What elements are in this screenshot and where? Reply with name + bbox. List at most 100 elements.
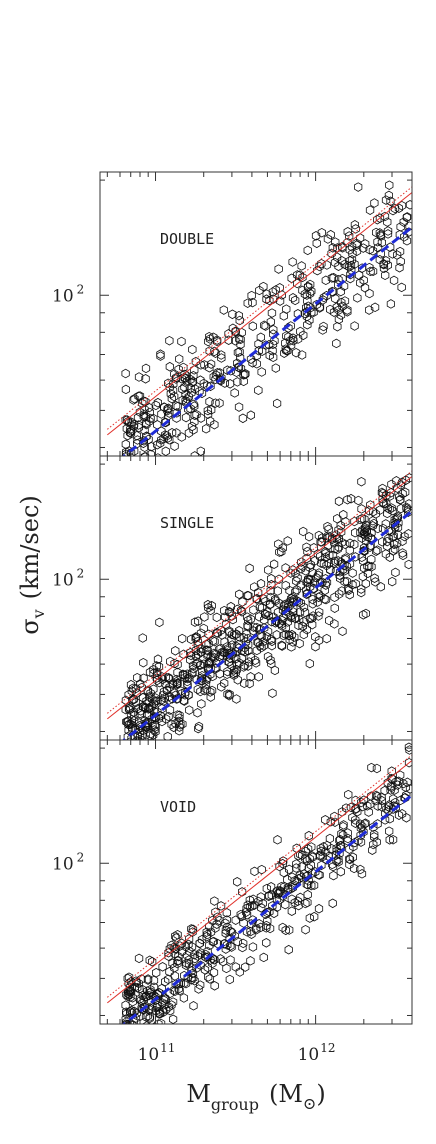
data-point — [274, 264, 283, 274]
data-point — [220, 678, 229, 688]
data-point — [354, 182, 363, 192]
data-point — [169, 722, 178, 733]
data-point — [123, 415, 132, 425]
data-point — [254, 612, 264, 622]
data-point — [231, 326, 240, 336]
data-point — [236, 605, 246, 616]
data-point — [221, 918, 230, 928]
data-point — [232, 694, 241, 704]
data-point — [367, 762, 376, 773]
data-point — [189, 663, 198, 674]
data-point — [355, 233, 365, 243]
data-point — [185, 672, 194, 683]
data-point — [350, 220, 360, 230]
data-point — [133, 731, 143, 740]
data-point — [379, 259, 388, 269]
data-point — [237, 607, 247, 617]
data-point — [203, 599, 213, 610]
data-point — [234, 625, 244, 636]
reference-lines — [107, 470, 412, 740]
data-point — [189, 425, 198, 435]
data-point — [273, 889, 283, 899]
data-point — [226, 601, 236, 612]
data-point — [202, 639, 211, 650]
data-point — [149, 664, 158, 675]
data-point — [239, 938, 248, 949]
data-point — [305, 279, 315, 290]
data-point — [220, 378, 230, 388]
data-point — [254, 345, 264, 356]
data-point — [243, 633, 253, 644]
data-point — [394, 810, 404, 820]
data-point — [181, 396, 190, 406]
data-point — [210, 981, 219, 991]
data-point — [347, 242, 357, 252]
data-point — [158, 962, 167, 972]
data-point — [164, 403, 173, 414]
data-point — [134, 953, 144, 964]
data-point — [285, 634, 294, 645]
data-point — [155, 617, 164, 628]
y-tick-label-base: 10 — [52, 570, 74, 590]
data-point — [148, 721, 157, 732]
data-point — [243, 661, 253, 671]
data-point — [129, 395, 138, 405]
data-point — [152, 661, 161, 671]
data-point — [262, 632, 272, 642]
data-point — [306, 559, 315, 570]
data-point — [238, 597, 247, 607]
data-point — [206, 692, 215, 702]
data-point — [264, 565, 273, 575]
data-point — [232, 629, 241, 639]
data-point — [341, 539, 350, 550]
data-point — [206, 927, 216, 937]
data-point — [275, 861, 284, 872]
data-point — [155, 988, 164, 998]
data-point — [169, 379, 178, 389]
data-point — [337, 297, 346, 308]
data-point — [175, 710, 184, 721]
data-point — [203, 645, 212, 656]
data-point — [399, 778, 408, 789]
data-point — [228, 614, 238, 625]
data-point — [163, 433, 172, 443]
data-point — [321, 847, 330, 857]
data-point — [165, 361, 174, 372]
data-point — [193, 708, 202, 718]
data-point — [402, 236, 412, 246]
data-point — [138, 633, 147, 643]
data-point — [368, 845, 377, 855]
data-point — [270, 665, 280, 676]
data-point — [252, 359, 261, 369]
data-point — [256, 922, 265, 933]
data-point — [342, 576, 352, 587]
data-point — [202, 931, 211, 942]
data-point — [243, 900, 252, 910]
data-point — [373, 791, 382, 802]
data-point — [394, 518, 403, 528]
data-point — [171, 646, 180, 656]
data-point — [364, 305, 374, 315]
data-point — [276, 886, 285, 897]
data-point — [288, 293, 298, 303]
data-point — [250, 866, 259, 877]
data-point — [366, 540, 375, 551]
data-point — [314, 570, 323, 581]
data-point — [236, 909, 245, 920]
data-point — [294, 873, 303, 884]
data-point — [398, 477, 407, 488]
data-point — [296, 580, 306, 591]
data-point — [330, 544, 340, 554]
data-point — [291, 587, 300, 597]
data-point — [159, 995, 169, 1006]
data-point — [327, 248, 336, 259]
data-point — [288, 872, 297, 882]
data-point — [125, 759, 133, 768]
data-point — [265, 599, 275, 610]
data-point — [165, 382, 174, 392]
data-point — [360, 283, 370, 293]
data-point — [352, 238, 361, 249]
data-point — [357, 513, 367, 524]
data-point — [191, 632, 201, 642]
